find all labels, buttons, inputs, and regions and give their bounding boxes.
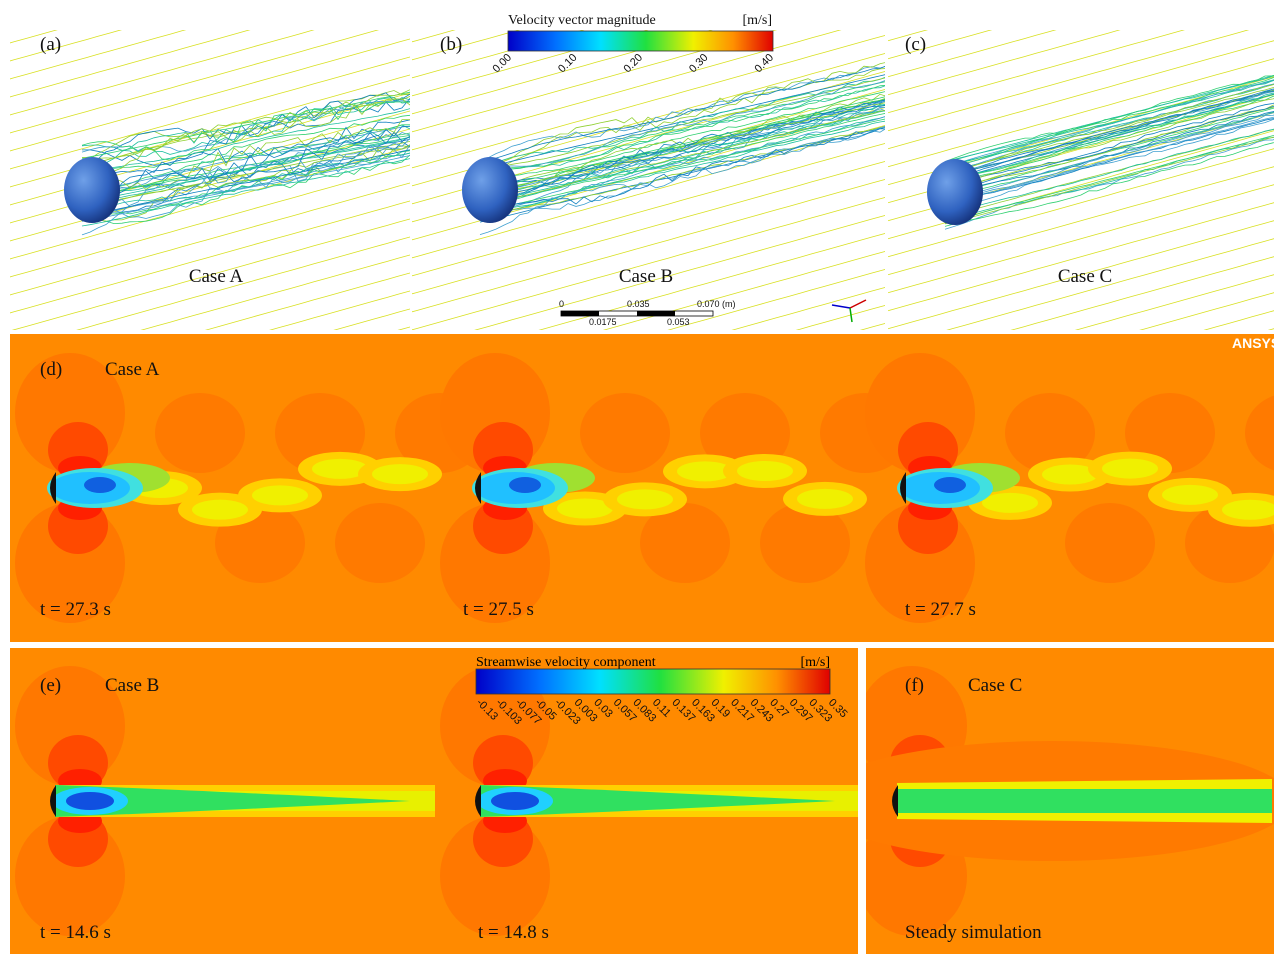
contour-region [737, 461, 793, 481]
colorbar-tick-label: 0.20 [621, 52, 645, 76]
sphere [462, 157, 518, 223]
streamline [0, 0, 422, 31]
sphere [927, 159, 983, 225]
contour-region [84, 477, 116, 493]
streamline [0, 0, 422, 85]
contour-region [1162, 485, 1218, 505]
streamline [480, 100, 904, 204]
panel-label: (f) [905, 675, 924, 696]
contour-region [372, 464, 428, 484]
streamline [480, 87, 904, 182]
streamline [945, 86, 1274, 179]
streamline [0, 18, 422, 139]
streamline [392, 0, 896, 11]
panel-caption: Case A [105, 359, 160, 380]
streamline [392, 32, 896, 173]
panel-label: (b) [440, 34, 462, 55]
streamline [868, 0, 1274, 64]
scale-label: 0.053 [667, 317, 690, 327]
contour-region [982, 493, 1038, 513]
streamline [868, 199, 1274, 317]
streamline [0, 0, 422, 67]
scale-bar: 0 0.035 0.070 (m) 0.0175 0.053 [559, 299, 736, 327]
colorbar-unit: [m/s] [800, 655, 830, 670]
streamline [0, 0, 422, 13]
streamline [868, 0, 1274, 100]
streamline [82, 110, 426, 173]
panel-caption: Case A [189, 266, 244, 287]
scale-label: 0.070 (m) [697, 299, 736, 309]
panel-caption: Case C [968, 675, 1022, 696]
contour-region [66, 792, 114, 810]
panel-caption: Case B [105, 675, 159, 696]
contour-region [509, 477, 541, 493]
panel-caption: Case B [619, 266, 673, 287]
panel-label: (d) [40, 359, 62, 380]
contour-region [155, 393, 245, 473]
contour-region [580, 393, 670, 473]
scale-label: 0.035 [627, 299, 650, 309]
streamline [480, 82, 904, 174]
colorbar [508, 31, 773, 51]
streamline [480, 122, 904, 218]
streamline [82, 139, 426, 213]
contour-region [192, 500, 248, 520]
time-label: t = 14.6 s [40, 922, 111, 943]
time-label: t = 14.8 s [478, 922, 549, 943]
sphere [64, 157, 120, 223]
panel-label: (e) [40, 675, 61, 696]
scale-label: 0.0175 [589, 317, 617, 327]
panel-label: (a) [40, 34, 61, 55]
streamline [0, 0, 422, 103]
figure: (a) (b) (c) Case A Case B Case C Velocit… [0, 0, 1274, 954]
streamline [0, 144, 422, 265]
time-label: Steady simulation [905, 922, 1042, 943]
contour-region [491, 792, 539, 810]
colorbar-tick-label: 0.10 [556, 52, 580, 76]
contour-region [797, 489, 853, 509]
contour-region [617, 489, 673, 509]
contour-region [934, 477, 966, 493]
contour-region [335, 503, 425, 583]
panel-caption: Case C [1058, 266, 1112, 287]
colorbar-unit: [m/s] [742, 13, 772, 28]
scale-label: 0 [559, 299, 564, 309]
colorbar-title: Velocity vector magnitude [508, 13, 656, 28]
time-label: t = 27.7 s [905, 599, 976, 620]
colorbar-title: Streamwise velocity component [476, 655, 656, 670]
streamline [868, 0, 1274, 10]
colorbar [476, 669, 830, 694]
contour-region [252, 485, 308, 505]
streamline [868, 0, 1274, 28]
logo: ANSYS [1232, 335, 1274, 351]
streamline [868, 19, 1274, 137]
panel-label: (c) [905, 34, 926, 55]
contour-region [1065, 503, 1155, 583]
streamline [0, 0, 422, 49]
time-label: t = 27.3 s [40, 599, 111, 620]
contour-region [897, 789, 1272, 813]
streamline [0, 198, 422, 319]
contour-region [1102, 459, 1158, 479]
streamline [0, 54, 422, 175]
time-label: t = 27.5 s [463, 599, 534, 620]
streamline [868, 0, 1274, 82]
